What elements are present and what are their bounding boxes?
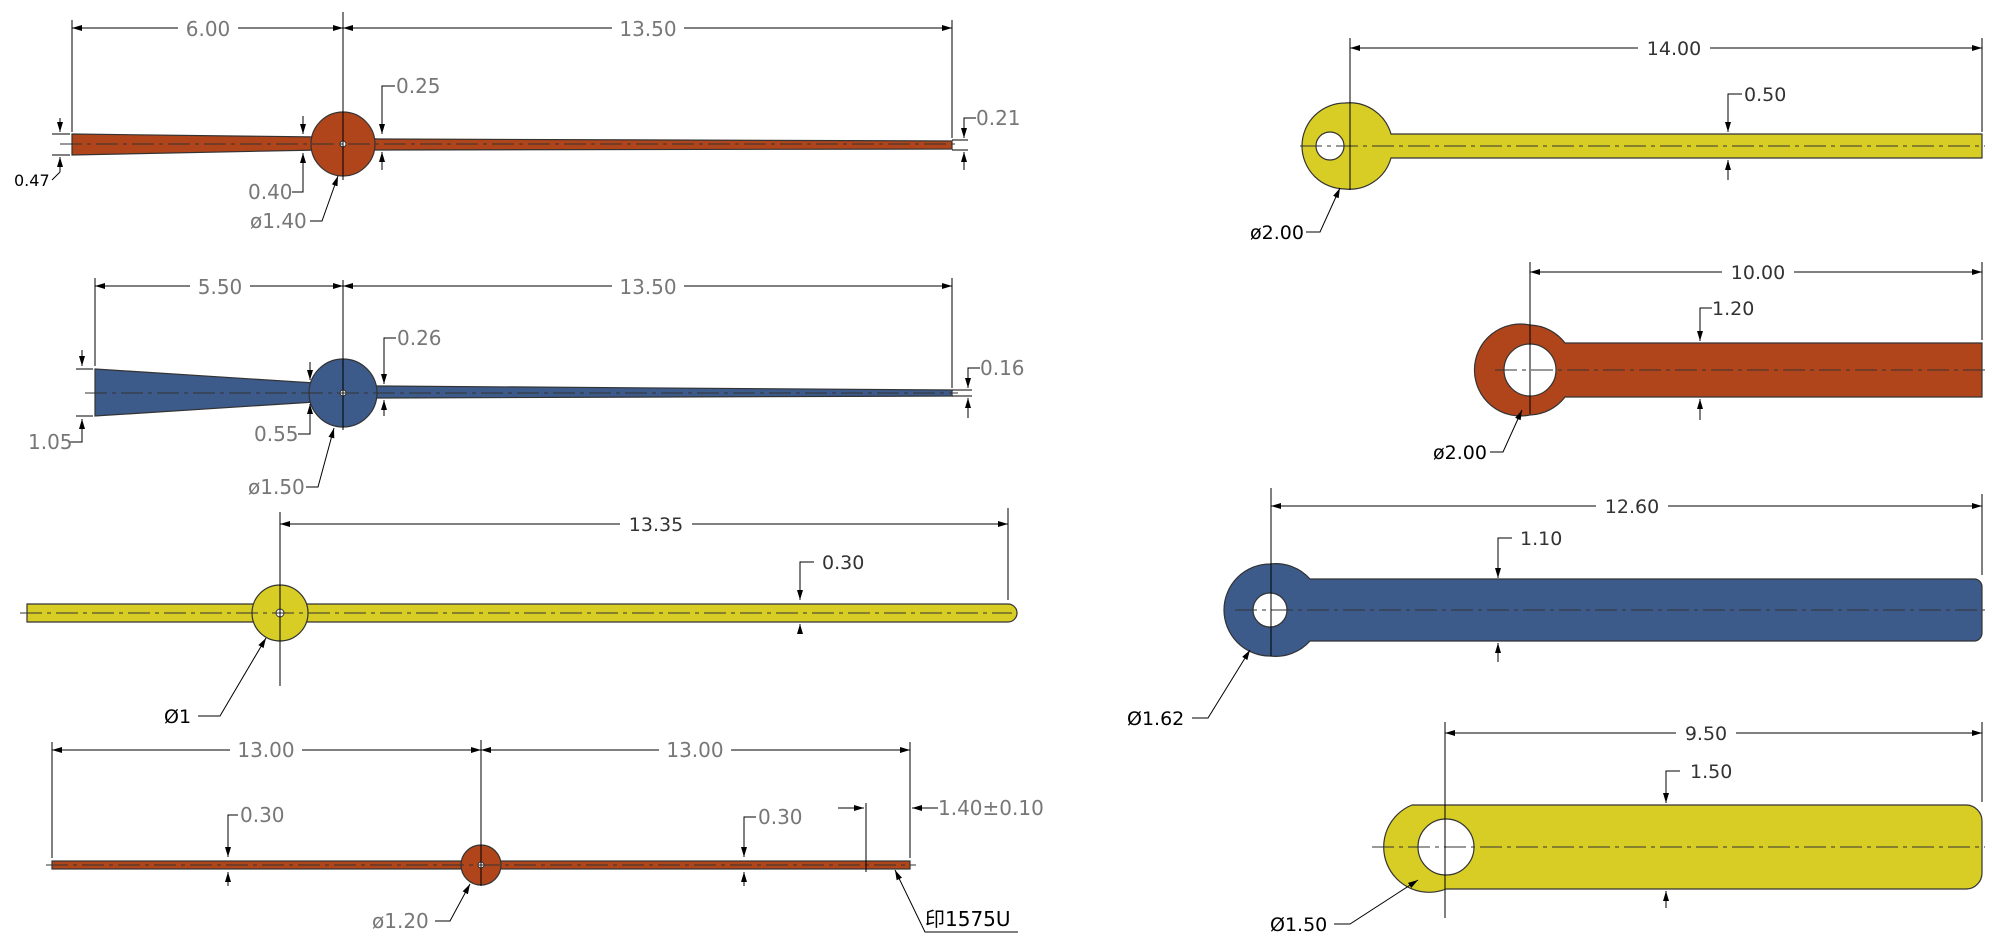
hand-2-end-width: 0.16 <box>980 356 1025 380</box>
hand-3-width: 0.30 <box>822 552 864 574</box>
hand-4-left-length: 13.00 <box>237 738 294 762</box>
hand-6-length: 10.00 <box>1731 262 1785 284</box>
hand-8-body <box>1383 804 1983 893</box>
hand-7-length: 12.60 <box>1605 496 1659 518</box>
hand-4-marking: 印1575U <box>925 907 1011 931</box>
hand-1-neck-width: 0.40 <box>248 180 293 204</box>
hand-2-main-length: 13.50 <box>619 275 676 299</box>
hand-3-main-length: 13.35 <box>629 514 683 536</box>
hand-2-neck-width: 0.55 <box>254 422 299 446</box>
hand-5: 14.00 0.50 ø2.00 <box>1250 36 1985 244</box>
hand-2-tail-width: 1.05 <box>28 430 73 454</box>
hand-4-right-width: 0.30 <box>758 805 803 829</box>
hand-6-ring-diameter: ø2.00 <box>1433 442 1487 464</box>
hand-4-right-length: 13.00 <box>666 738 723 762</box>
hand-2-tail-length: 5.50 <box>198 275 243 299</box>
hand-1-tail-length: 6.00 <box>186 17 231 41</box>
hand-4-hub-diameter: ø1.20 <box>372 909 429 933</box>
hand-7-width: 1.10 <box>1520 528 1562 550</box>
hand-8-ring-diameter: Ø1.50 <box>1270 914 1327 936</box>
hand-2: 5.50 13.50 0.26 0.16 1.05 0.55 ø1.50 <box>28 274 1025 499</box>
hand-1-tip-width: 0.25 <box>396 74 441 98</box>
hand-7: 12.60 1.10 Ø1.62 <box>1127 488 1985 730</box>
hand-7-ring-diameter: Ø1.62 <box>1127 708 1184 730</box>
hand-3-hub-diameter: Ø1 <box>164 706 191 728</box>
hand-4-left-width: 0.30 <box>240 803 285 827</box>
hand-1-main-length: 13.50 <box>619 17 676 41</box>
hand-2-hub-diameter: ø1.50 <box>248 475 305 499</box>
hand-3: 13.35 0.30 Ø1 <box>20 508 1018 728</box>
hand-5-width: 0.50 <box>1744 84 1786 106</box>
hand-5-ring-diameter: ø2.00 <box>1250 222 1304 244</box>
hand-6-width: 1.20 <box>1712 298 1754 320</box>
hand-8-length: 9.50 <box>1685 723 1727 745</box>
hand-1: 6.00 13.50 0.25 0.21 0.47 0.40 ø1.40 <box>14 12 1021 233</box>
hand-5-length: 14.00 <box>1647 38 1701 60</box>
hand-4: 13.00 13.00 0.30 0.30 1.40±0.10 ø1.20 印1… <box>46 738 1044 933</box>
hand-8: 9.50 1.50 Ø1.50 <box>1270 721 1985 936</box>
hand-1-hub-diameter: ø1.40 <box>250 209 307 233</box>
hand-1-end-width: 0.21 <box>976 106 1021 130</box>
hand-8-width: 1.50 <box>1690 761 1732 783</box>
hand-2-tip-width: 0.26 <box>397 326 442 350</box>
hand-1-tail-width: 0.47 <box>14 171 50 190</box>
hand-4-end-length: 1.40±0.10 <box>938 796 1044 820</box>
hand-6: 10.00 1.20 ø2.00 <box>1433 260 1985 464</box>
